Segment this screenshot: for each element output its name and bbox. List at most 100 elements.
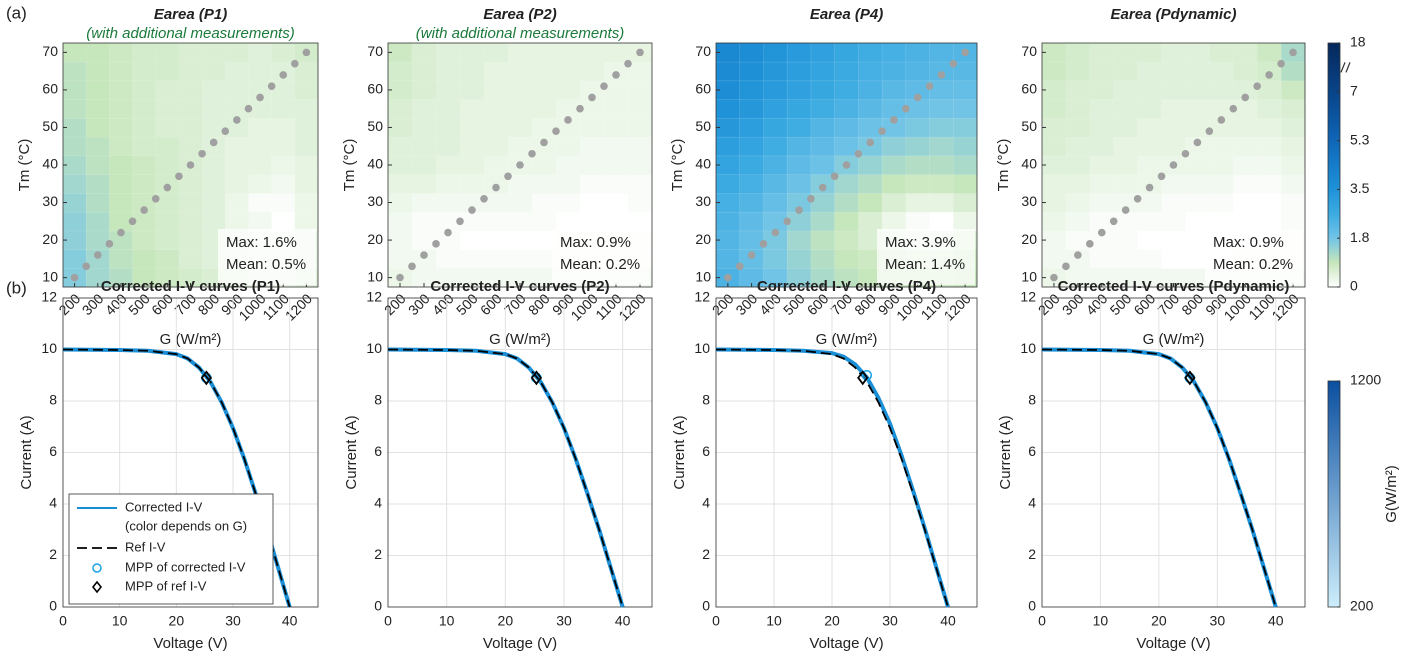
x-tick-label: 200 <box>381 290 409 318</box>
heat-cell <box>579 117 605 138</box>
heat-cell <box>1137 230 1163 251</box>
heat-cell <box>109 136 134 157</box>
heat-cell <box>1113 249 1139 269</box>
heat-cell <box>459 155 485 175</box>
heat-cell <box>1065 99 1091 119</box>
heat-cell <box>178 230 203 251</box>
heat-cell <box>739 61 765 82</box>
heat-cell <box>411 61 437 82</box>
heat-cell <box>834 80 859 100</box>
heat-cell <box>132 61 157 82</box>
y-tick-label: 10 <box>1021 268 1037 284</box>
y-axis-label: Current (A) <box>18 415 35 489</box>
heat-cell <box>1256 42 1282 63</box>
heat-cell <box>579 192 605 213</box>
y-tick-label: 30 <box>367 193 383 209</box>
x-tick-label: 40 <box>615 613 631 629</box>
heat-cell <box>1232 117 1258 138</box>
heat-cell <box>627 211 653 232</box>
heat-cell <box>858 42 883 63</box>
x-tick-label: 1200 <box>941 290 974 323</box>
x-axis-label: G (W/m²) <box>160 331 222 348</box>
y-tick-label: 40 <box>42 156 58 172</box>
heat-cell <box>810 42 836 63</box>
heat-cell <box>1280 136 1306 157</box>
heat-cell <box>85 136 110 157</box>
diagonal-dot <box>70 273 79 282</box>
y-axis-label: Tm (°C) <box>669 139 686 192</box>
heat-cell <box>1041 174 1067 194</box>
heat-cell <box>411 99 437 119</box>
heat-cell <box>858 211 883 232</box>
diagonal-dot <box>1277 59 1285 68</box>
diagonal-dot <box>759 240 768 248</box>
heat-cell <box>1065 230 1091 251</box>
heat-cell <box>1137 136 1163 157</box>
heat-cell <box>786 230 812 251</box>
y-tick-label: 50 <box>1021 118 1037 134</box>
heat-cell <box>929 211 954 232</box>
heat-cell <box>1232 136 1258 157</box>
heat-cell <box>483 99 509 119</box>
colorbar-tick-label: 1.8 <box>1350 229 1370 245</box>
y-tick-label: 12 <box>1020 289 1036 305</box>
diagonal-dot <box>221 127 230 136</box>
heat-cell <box>763 136 788 157</box>
heat-cell <box>627 174 653 194</box>
heat-cell <box>411 117 437 138</box>
heat-cell <box>1113 174 1139 194</box>
heat-cell <box>1089 99 1115 119</box>
heat-cell <box>1065 42 1091 63</box>
heat-cell <box>739 192 765 213</box>
diagonal-dot <box>396 273 404 282</box>
heat-cell <box>531 99 557 119</box>
chart-title: Corrected I-V curves (P2) <box>430 278 609 295</box>
heat-cell <box>1065 61 1091 82</box>
heat-cell <box>1185 99 1210 119</box>
heat-cell <box>627 192 653 213</box>
y-tick-label: 12 <box>41 289 57 305</box>
heat-cell <box>85 42 110 63</box>
y-tick-label: 10 <box>366 340 382 356</box>
heat-cell <box>271 155 296 175</box>
heat-cell <box>1065 211 1091 232</box>
heat-cell <box>881 61 907 82</box>
heat-cell <box>1185 42 1210 63</box>
heat-cell <box>1113 136 1139 157</box>
heat-cell <box>109 117 134 138</box>
y-axis-label: Current (A) <box>671 415 688 489</box>
y-axis-label: Tm (°C) <box>995 139 1012 192</box>
heat-cell <box>834 249 859 269</box>
heat-cell <box>603 174 629 194</box>
heat-cell <box>109 42 134 63</box>
heat-cell <box>810 80 836 100</box>
colorbar-tick-label: 0 <box>1350 278 1358 294</box>
heat-cell <box>224 211 250 232</box>
heat-cell <box>858 174 883 194</box>
y-tick-label: 70 <box>695 43 711 59</box>
diagonal-dot <box>1121 206 1130 214</box>
legend-label: MPP of corrected I-V <box>125 559 246 574</box>
heat-cell <box>271 136 296 157</box>
heat-cell <box>1232 192 1258 213</box>
heat-cell <box>1209 211 1234 232</box>
heat-cell <box>579 211 605 232</box>
heat-cell <box>810 136 836 157</box>
diagonal-dot <box>854 149 863 158</box>
heat-cell <box>929 42 954 63</box>
heat-cell <box>1280 174 1306 194</box>
y-tick-label: 0 <box>49 598 57 614</box>
heat-cell <box>555 192 581 213</box>
annotation-box <box>552 229 650 285</box>
heat-cell <box>834 192 859 213</box>
heat-cell <box>224 174 250 194</box>
mpp-marker <box>200 370 212 386</box>
y-tick-label: 10 <box>367 268 383 284</box>
heat-cell <box>834 42 859 63</box>
y-tick-label: 4 <box>702 495 710 511</box>
heat-cell <box>387 136 413 157</box>
colorbar-label: G(W/m²) <box>1383 465 1400 522</box>
heat-cell <box>763 249 788 269</box>
heat-cell <box>459 117 485 138</box>
heat-cell <box>507 61 533 82</box>
